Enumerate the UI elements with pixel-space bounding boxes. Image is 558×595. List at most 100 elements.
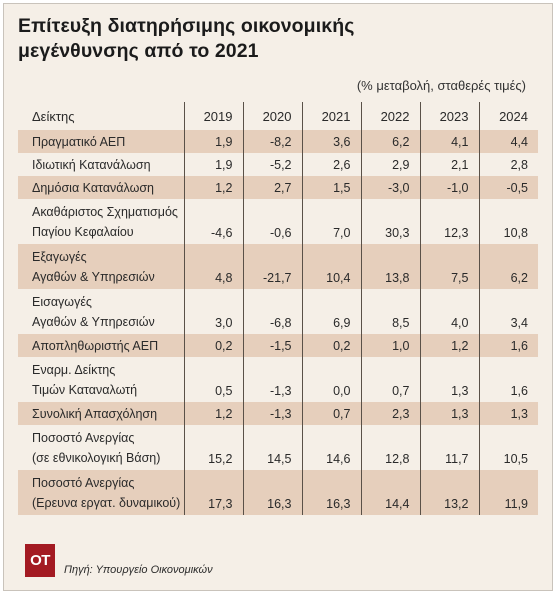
indicator-label: Εξαγωγές Αγαθών & Υπηρεσιών [18,244,184,289]
indicator-label-line: Τιμών Καταναλωτή [32,382,138,397]
value-cell: 2,8 [478,153,538,176]
value-cell: -8,2 [242,130,302,153]
value-cell: 4,8 [183,244,243,289]
value-cell: -4,6 [183,199,243,244]
column-header-year: 2021 [301,102,361,130]
indicator-label-line: Αγαθών & Υπηρεσιών [32,314,155,329]
value-cell: 1,9 [183,153,243,176]
value-cell: 0,7 [301,402,361,425]
table-row: Εναρμ. Δείκτης Τιμών Καταναλωτή 0,5 -1,3 0,0… [18,357,538,402]
value-cell: -0,6 [242,199,302,244]
value-cell: 1,9 [183,130,243,153]
value-cell: 6,2 [478,244,538,289]
value-cell: 17,3 [183,470,243,515]
indicator-label: Εισαγωγές Αγαθών & Υπηρεσιών [18,289,184,334]
table-row: Ιδιωτική Κατανάλωση 1,9 -5,2 2,6 2,9 2,1 2,8 [18,153,538,176]
table-row: Πραγματικό ΑΕΠ 1,9 -8,2 3,6 6,2 4,1 4,4 [18,130,538,153]
value-cell: 0,2 [301,334,361,357]
indicator-label-line: (σε εθνικολογική Βάση) [32,450,161,465]
value-cell: 3,4 [478,289,538,334]
title-line-1: Επίτευξη διατηρήσιμης οικονομικής [18,15,355,37]
value-cell: -3,0 [360,176,420,199]
value-cell: -1,5 [242,334,302,357]
value-cell: 15,2 [183,425,243,470]
infographic-card: Επίτευξη διατηρήσιμης οικονομικής μεγένθ… [3,3,553,591]
indicator-label-line: Παγίου Κεφαλαίου [32,224,134,239]
value-cell: 2,6 [301,153,361,176]
title-line-2: μεγένθυνσης από το 2021 [18,40,259,62]
indicator-label-line: Εισαγωγές [32,294,92,309]
page-title: Επίτευξη διατηρήσιμης οικονομικής μεγένθ… [18,14,354,64]
indicator-label-line: Εναρμ. Δείκτης [32,362,116,377]
value-cell: 8,5 [360,289,420,334]
value-cell: 30,3 [360,199,420,244]
value-cell: 3,6 [301,130,361,153]
value-cell: 7,0 [301,199,361,244]
indicator-label-line: Ακαθάριστος Σχηματισμός [32,204,178,219]
value-cell: 14,4 [360,470,420,515]
value-cell: 6,2 [360,130,420,153]
value-cell: 10,5 [478,425,538,470]
value-cell: 1,3 [419,402,479,425]
indicator-label-line: Αποπληθωριστής ΑΕΠ [32,338,159,353]
table-row: Εξαγωγές Αγαθών & Υπηρεσιών 4,8 -21,7 10,4 13… [18,244,538,289]
value-cell: 1,6 [478,334,538,357]
table-row: Συνολική Απασχόληση 1,2 -1,3 0,7 2,3 1,3 1,3 [18,402,538,425]
value-cell: 16,3 [301,470,361,515]
value-cell: 10,8 [478,199,538,244]
value-cell: -1,3 [242,402,302,425]
value-cell: 11,9 [478,470,538,515]
indicator-label: Πραγματικό ΑΕΠ [18,130,184,153]
value-cell: 12,3 [419,199,479,244]
value-cell: 1,2 [183,402,243,425]
indicator-label: Συνολική Απασχόληση [18,402,184,425]
value-cell: 1,5 [301,176,361,199]
indicator-label-line: Πραγματικό ΑΕΠ [32,134,126,149]
indicator-label-line: Εξαγωγές [32,249,87,264]
value-cell: 11,7 [419,425,479,470]
value-cell: 2,7 [242,176,302,199]
column-header-year: 2024 [478,102,538,130]
value-cell: 1,6 [478,357,538,402]
value-cell: 2,9 [360,153,420,176]
indicator-label-line: (Ερευνα εργατ. δυναμικού) [32,495,181,510]
ot-logo: ΟΤ [25,544,55,577]
table-row: Αποπληθωριστής ΑΕΠ 0,2 -1,5 0,2 1,0 1,2 1,6 [18,334,538,357]
indicator-label-line: Αγαθών & Υπηρεσιών [32,269,155,284]
value-cell: 7,5 [419,244,479,289]
indicator-label: Αποπληθωριστής ΑΕΠ [18,334,184,357]
indicator-label-line: Ιδιωτική Κατανάλωση [32,157,151,172]
value-cell: -5,2 [242,153,302,176]
value-cell: 1,2 [183,176,243,199]
column-header-year: 2019 [183,102,243,130]
value-cell: 13,2 [419,470,479,515]
value-cell: 6,9 [301,289,361,334]
indicator-label: Ποσοστό Ανεργίας (σε εθνικολογική Βάση) [18,425,184,470]
value-cell: 10,4 [301,244,361,289]
indicator-label: Εναρμ. Δείκτης Τιμών Καταναλωτή [18,357,184,402]
indicators-table: Δείκτης 2019 2020 2021 2022 2023 2024 Πρ… [18,102,538,515]
source-note: Πηγή: Υπουργείο Οικονομικών [64,564,213,576]
indicator-label-line: Ποσοστό Ανεργίας [32,475,135,490]
value-cell: 1,2 [419,334,479,357]
table-row: Ακαθάριστος Σχηματισμός Παγίου Κεφαλαίου -… [18,199,538,244]
indicator-label-line: Ποσοστό Ανεργίας [32,430,135,445]
value-cell: 2,3 [360,402,420,425]
value-cell: 4,0 [419,289,479,334]
value-cell: 1,3 [419,357,479,402]
value-cell: 13,8 [360,244,420,289]
indicator-label-line: Δημόσια Κατανάλωση [32,180,155,195]
value-cell: 0,0 [301,357,361,402]
column-header-year: 2023 [419,102,479,130]
table-row: Εισαγωγές Αγαθών & Υπηρεσιών 3,0 -6,8 6,9 8,5… [18,289,538,334]
value-cell: 14,5 [242,425,302,470]
value-cell: -21,7 [242,244,302,289]
value-cell: 1,0 [360,334,420,357]
column-header-indicator: Δείκτης [32,108,75,124]
value-cell: -0,5 [478,176,538,199]
value-cell: 4,1 [419,130,479,153]
value-cell: 0,2 [183,334,243,357]
units-note: (% μεταβολή, σταθερές τιμές) [356,78,526,93]
value-cell: -1,3 [242,357,302,402]
table-header-row: Δείκτης 2019 2020 2021 2022 2023 2024 [18,102,538,130]
